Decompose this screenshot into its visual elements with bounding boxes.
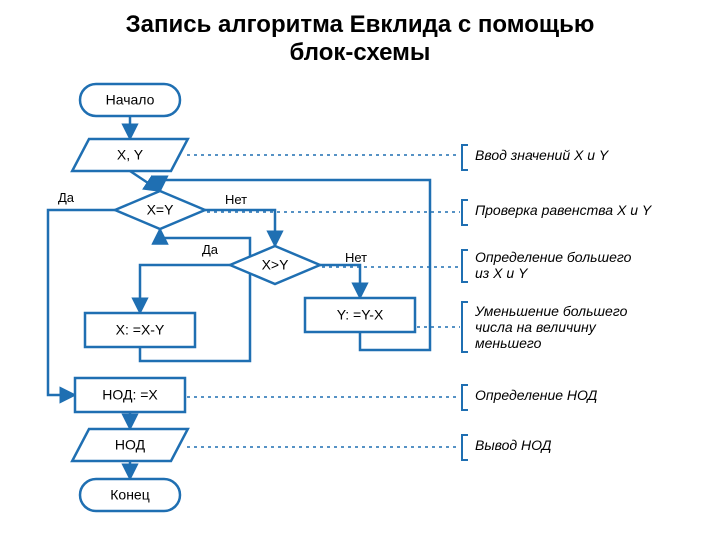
node-proc3: НОД: =X — [75, 378, 185, 412]
annotation-a_dec1: Проверка равенства X и Y — [475, 202, 653, 218]
annotation-a_proc_1: Уменьшение большего — [474, 303, 628, 319]
node-label-input: X, Y — [117, 147, 144, 163]
node-dec2: X>Y — [230, 246, 320, 284]
node-label-output: НОД — [115, 437, 146, 453]
edge-label-da1: Да — [58, 190, 75, 205]
node-label-proc2: Y: =Y-X — [337, 307, 384, 323]
node-label-start: Начало — [106, 92, 155, 108]
node-proc2: Y: =Y-X — [305, 298, 415, 332]
node-dec1: X=Y — [115, 191, 205, 229]
annotation-a_dec2_2: из X и Y — [475, 265, 529, 281]
annotation-a_proc_2: числа на величину — [475, 319, 597, 335]
node-label-proc1: X: =X-Y — [116, 322, 165, 338]
annotation-a_input: Ввод значений X и Y — [475, 147, 610, 163]
annotation-a_output: Вывод НОД — [475, 437, 552, 453]
node-proc1: X: =X-Y — [85, 313, 195, 347]
edge-labels: Да Нет Да Нет — [58, 190, 367, 265]
node-label-end: Конец — [110, 487, 149, 503]
annotations: Ввод значений X и Y Проверка равенства X … — [474, 147, 653, 453]
brackets — [462, 145, 468, 460]
node-output: НОД — [72, 429, 188, 461]
node-input: X, Y — [72, 139, 188, 171]
edge-label-da2: Да — [202, 242, 219, 257]
node-end: Конец — [80, 479, 180, 511]
node-label-proc3: НОД: =X — [102, 387, 158, 403]
flowchart-diagram: Запись алгоритма Евклида с помощью блок-… — [0, 0, 720, 540]
page-title-line2: блок-схемы — [290, 39, 431, 66]
edge-label-net1: Нет — [225, 192, 247, 207]
node-start: Начало — [80, 84, 180, 116]
edge-label-net2: Нет — [345, 250, 367, 265]
node-label-dec1: X=Y — [147, 202, 175, 218]
annotation-a_dec2_1: Определение большего — [475, 249, 632, 265]
annotation-a_proc_3: меньшего — [475, 335, 542, 351]
annotation-a_proc3: Определение НОД — [475, 387, 597, 403]
node-label-dec2: X>Y — [262, 257, 290, 273]
page-title-line1: Запись алгоритма Евклида с помощью — [126, 11, 595, 38]
